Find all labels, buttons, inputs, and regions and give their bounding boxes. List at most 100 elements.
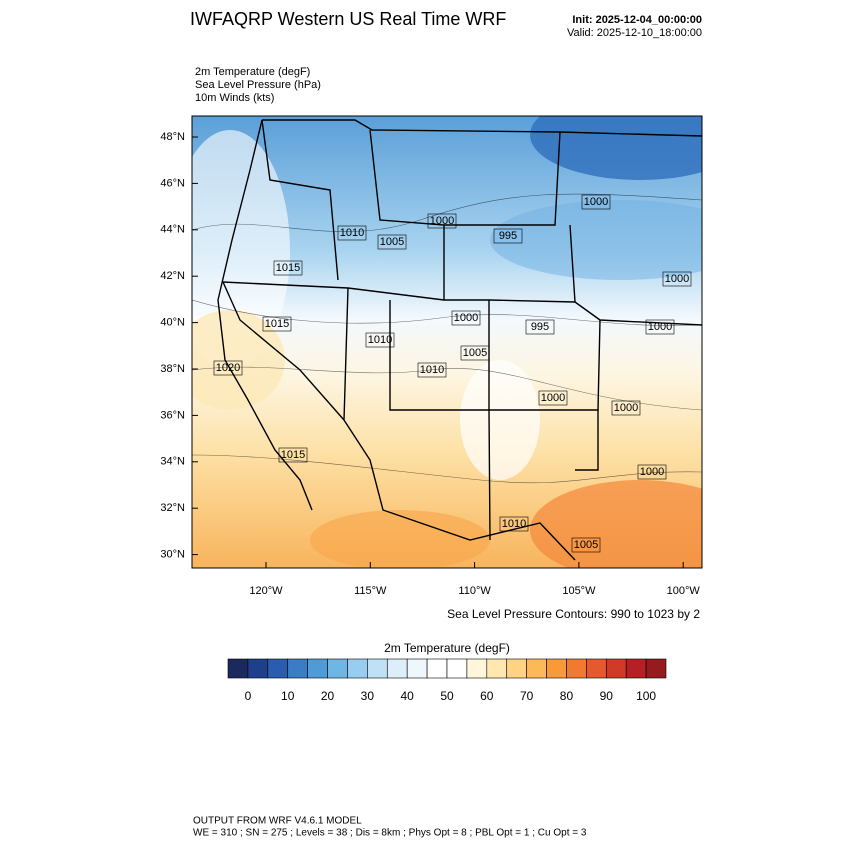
colorbar-label: 50 <box>440 689 454 703</box>
border <box>488 409 599 541</box>
mild-area <box>192 130 290 370</box>
contour-label-box <box>499 516 529 532</box>
lat-tick-label: 46°N <box>160 177 185 189</box>
colorbar-label: 20 <box>321 689 335 703</box>
colorbar-box <box>386 658 408 679</box>
border <box>222 281 345 421</box>
footer-line: OUTPUT FROM WRF V4.6.1 MODEL <box>193 816 362 827</box>
contour-label: 1010 <box>420 364 444 376</box>
isobars <box>192 193 702 484</box>
contour-label-box <box>262 316 292 332</box>
contour-label-box <box>451 310 481 326</box>
border <box>444 131 561 226</box>
valid-time: Valid: 2025-12-10_18:00:00 <box>567 27 702 39</box>
colorbar-box <box>227 658 249 679</box>
colorbar-box <box>426 658 448 679</box>
contour-label-box <box>427 213 457 229</box>
title: IWFAQRP Western US Real Time WRF <box>190 9 506 29</box>
coastline <box>217 119 313 511</box>
colorbar-title: 2m Temperature (degF) <box>384 641 510 655</box>
contour-label-box <box>581 194 611 210</box>
contour-label: 1000 <box>430 215 454 227</box>
contour-label-box <box>273 260 303 276</box>
contour-label-box <box>460 345 490 361</box>
contour-label: 1000 <box>648 321 672 333</box>
contour-label-box <box>493 228 523 244</box>
contour-label-box <box>645 319 675 335</box>
cold-area <box>530 116 702 180</box>
contour-label-box <box>417 362 447 378</box>
contour-label-box <box>538 390 568 406</box>
contour-label-box <box>611 400 641 416</box>
colorbar-box <box>546 658 567 679</box>
contour-label-box <box>278 447 308 463</box>
lat-tick-label: 30°N <box>160 549 185 561</box>
border <box>262 119 702 137</box>
colorbar-label: 80 <box>560 689 574 703</box>
contour-note: Sea Level Pressure Contours: 990 to 1023… <box>447 607 700 621</box>
colorbar-label: 100 <box>636 689 656 703</box>
contour-label: 1020 <box>216 362 240 374</box>
contour-label-box <box>637 464 667 480</box>
contour-label: 995 <box>499 230 517 242</box>
contour-label-box <box>662 271 692 287</box>
cold-area <box>490 200 702 280</box>
contour-label: 1005 <box>380 236 404 248</box>
contour-label-box <box>377 234 407 250</box>
contour-label-box <box>337 225 367 241</box>
isobar <box>192 454 702 484</box>
colorbar-box <box>247 658 269 679</box>
map-frame <box>191 115 703 569</box>
contour-label: 1000 <box>640 466 664 478</box>
colorbar-box <box>367 658 388 679</box>
contour-label-box <box>365 332 395 348</box>
colorbar-box <box>466 658 488 679</box>
map-field: 1000 1010 1005 995 1015 1000 1000 1015 1010 1000 9… <box>192 116 702 568</box>
field-name: Sea Level Pressure (hPa) <box>195 79 321 91</box>
lat-tick-label: 42°N <box>160 270 185 282</box>
warm-area <box>310 510 490 568</box>
isobar <box>192 366 702 411</box>
contour-label-box <box>571 537 601 553</box>
colorbar-box <box>605 658 627 679</box>
colorbar-box <box>645 658 667 679</box>
contour-label: 1000 <box>614 402 638 414</box>
border <box>569 224 601 411</box>
colorbar-label: 70 <box>520 689 534 703</box>
lat-tick-label: 32°N <box>160 502 185 514</box>
contour-label: 1005 <box>463 347 487 359</box>
contour-label: 1000 <box>541 392 565 404</box>
colorbar-box <box>486 658 508 679</box>
lat-tick-label: 40°N <box>160 317 185 329</box>
colorbar-label: 90 <box>600 689 614 703</box>
colorbar-box <box>307 658 328 679</box>
border <box>261 119 339 281</box>
warm-area <box>530 480 702 568</box>
lat-tick-label: 38°N <box>160 363 185 375</box>
colorbar-box <box>406 658 428 679</box>
mild-area <box>192 310 285 410</box>
contour-label-box <box>525 319 555 335</box>
contour-label: 1010 <box>368 334 392 346</box>
lon-tick-label: 120°W <box>249 585 283 597</box>
contour-label: 1000 <box>665 273 689 285</box>
contour-label: 1015 <box>265 318 289 330</box>
colorbar-box <box>287 658 308 679</box>
lon-tick-label: 100°W <box>667 585 701 597</box>
colorbar-box <box>267 658 289 679</box>
colorbar-label: 0 <box>245 689 252 703</box>
lat-tick-label: 44°N <box>160 224 185 236</box>
contour-label: 1005 <box>574 539 598 551</box>
footer-line: WE = 310 ; SN = 275 ; Levels = 38 ; Dis … <box>193 828 587 839</box>
colorbar-box <box>506 658 527 679</box>
contour-label: 1000 <box>454 312 478 324</box>
contour-label: 1015 <box>281 449 305 461</box>
colorbar-label: 30 <box>361 689 375 703</box>
colorbar-box <box>586 658 607 679</box>
contour-label: 1010 <box>502 518 526 530</box>
lat-tick-label: 36°N <box>160 409 185 421</box>
lon-tick-label: 105°W <box>562 585 596 597</box>
colorbar-box <box>327 658 348 679</box>
